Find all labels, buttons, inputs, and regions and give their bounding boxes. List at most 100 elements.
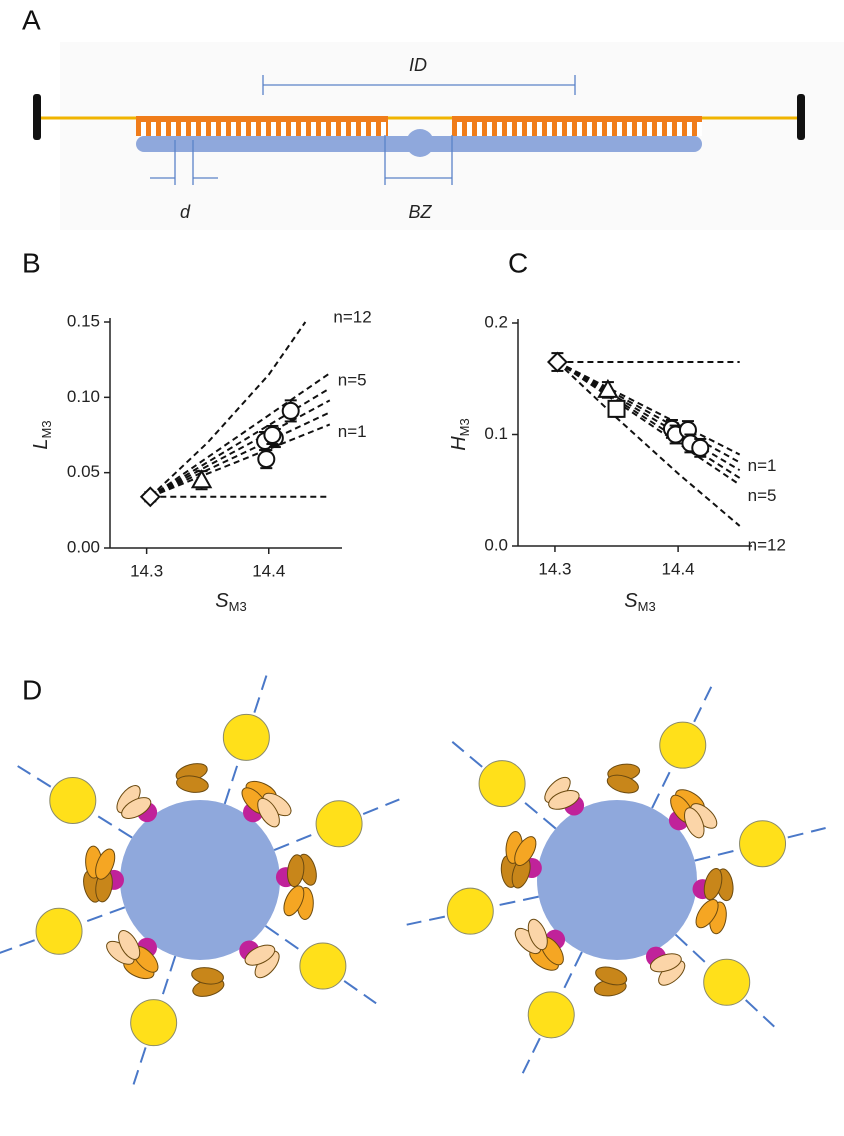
y-tick-label: 0.10: [67, 387, 100, 406]
data-point: [263, 426, 282, 444]
myosin-head: [118, 930, 141, 960]
x-tick-label: 14.4: [662, 559, 695, 578]
stripe-gap: [587, 122, 592, 136]
line-label: n=5: [748, 486, 777, 505]
stripe-gap: [311, 122, 316, 136]
panel-label: D: [22, 674, 42, 705]
stripe-gap: [141, 122, 146, 136]
bz-label: BZ: [408, 202, 432, 222]
stripe-gap: [607, 122, 612, 136]
stripe-gap: [537, 122, 542, 136]
myosin-head: [606, 774, 639, 794]
line-label: n=12: [333, 307, 371, 326]
axis-label-subscript: M3: [457, 418, 472, 436]
model-line: [556, 361, 741, 479]
stripe-gap: [647, 122, 652, 136]
thin-filament: [49, 777, 97, 825]
stripe-gap: [221, 122, 226, 136]
stripe-gap: [211, 122, 216, 136]
axis-label-subscript: M3: [638, 599, 656, 614]
thick-filament-core: [537, 800, 697, 960]
line-label: n=1: [338, 422, 367, 441]
stripe-gap: [547, 122, 552, 136]
stripe-gap: [687, 122, 692, 136]
model-line: [556, 361, 741, 464]
thin-filament: [739, 820, 787, 868]
myosin-head: [595, 966, 628, 986]
stripe-gap: [457, 122, 462, 136]
stripe-gap: [371, 122, 376, 136]
myosin-head: [176, 775, 209, 793]
myosin-head: [527, 918, 548, 951]
thin-filament: [299, 942, 347, 990]
data-point: [607, 399, 626, 418]
stripe-gap: [477, 122, 482, 136]
stripe-gap: [231, 122, 236, 136]
model-line: [556, 361, 741, 472]
myosin-head: [257, 797, 280, 828]
stripe-gap: [487, 122, 492, 136]
data-point: [257, 450, 276, 469]
thin-filament: [446, 887, 494, 935]
axis-label-text: L: [30, 438, 52, 449]
x-tick-label: 14.3: [130, 561, 163, 580]
y-tick-label: 0.0: [484, 535, 508, 554]
stripe-gap: [497, 122, 502, 136]
line-label: n=5: [338, 371, 367, 390]
stripe-gap: [331, 122, 336, 136]
thin-filament: [315, 800, 363, 848]
myosin-head: [283, 885, 305, 917]
data-point: [691, 438, 710, 457]
axis-label-text: S: [215, 590, 229, 612]
myosin-head: [695, 899, 719, 929]
z-line: [797, 94, 805, 140]
m-line: [406, 129, 434, 157]
stripe-gap: [667, 122, 672, 136]
panel-label: B: [22, 247, 41, 278]
data-point: [597, 378, 619, 398]
line-label: n=1: [748, 456, 777, 475]
thick-filament-core: [120, 800, 280, 960]
model-line: [556, 361, 741, 486]
model-line: [556, 361, 741, 456]
line-label: n=12: [748, 535, 786, 554]
model-line: [149, 411, 331, 498]
x-tick-label: 14.3: [538, 559, 571, 578]
stripe-gap: [171, 122, 176, 136]
model-line: [149, 372, 331, 498]
axis-label-text: H: [448, 436, 470, 451]
stripe-gap: [201, 122, 206, 136]
stripe-gap: [517, 122, 522, 136]
stripe-gap: [627, 122, 632, 136]
myosin-head: [287, 854, 305, 888]
thin-filament: [659, 721, 707, 769]
x-axis-label: SM3: [624, 590, 655, 614]
stripe-gap: [301, 122, 306, 136]
panel-label: C: [508, 247, 528, 278]
axis-label-text: S: [624, 590, 638, 612]
myosin-head: [121, 797, 152, 819]
panel-label: A: [22, 4, 41, 35]
data-point: [281, 401, 300, 420]
model-line: [556, 361, 741, 527]
stripe-gap: [381, 122, 386, 136]
stripe-gap: [241, 122, 246, 136]
myosin-head: [703, 868, 723, 901]
myosin-head: [244, 944, 276, 966]
y-tick-label: 0.2: [484, 312, 508, 331]
stripe-gap: [321, 122, 326, 136]
stripe-gap: [557, 122, 562, 136]
stripe-gap: [467, 122, 472, 136]
stripe-gap: [617, 122, 622, 136]
stripe-gap: [361, 122, 366, 136]
d-label: d: [180, 202, 191, 222]
model-line: [149, 399, 331, 498]
stripe-gap: [697, 122, 702, 136]
myosin-head: [548, 789, 580, 810]
x-axis-label: SM3: [215, 590, 246, 614]
stripe-gap: [291, 122, 296, 136]
stripe-gap: [527, 122, 532, 136]
